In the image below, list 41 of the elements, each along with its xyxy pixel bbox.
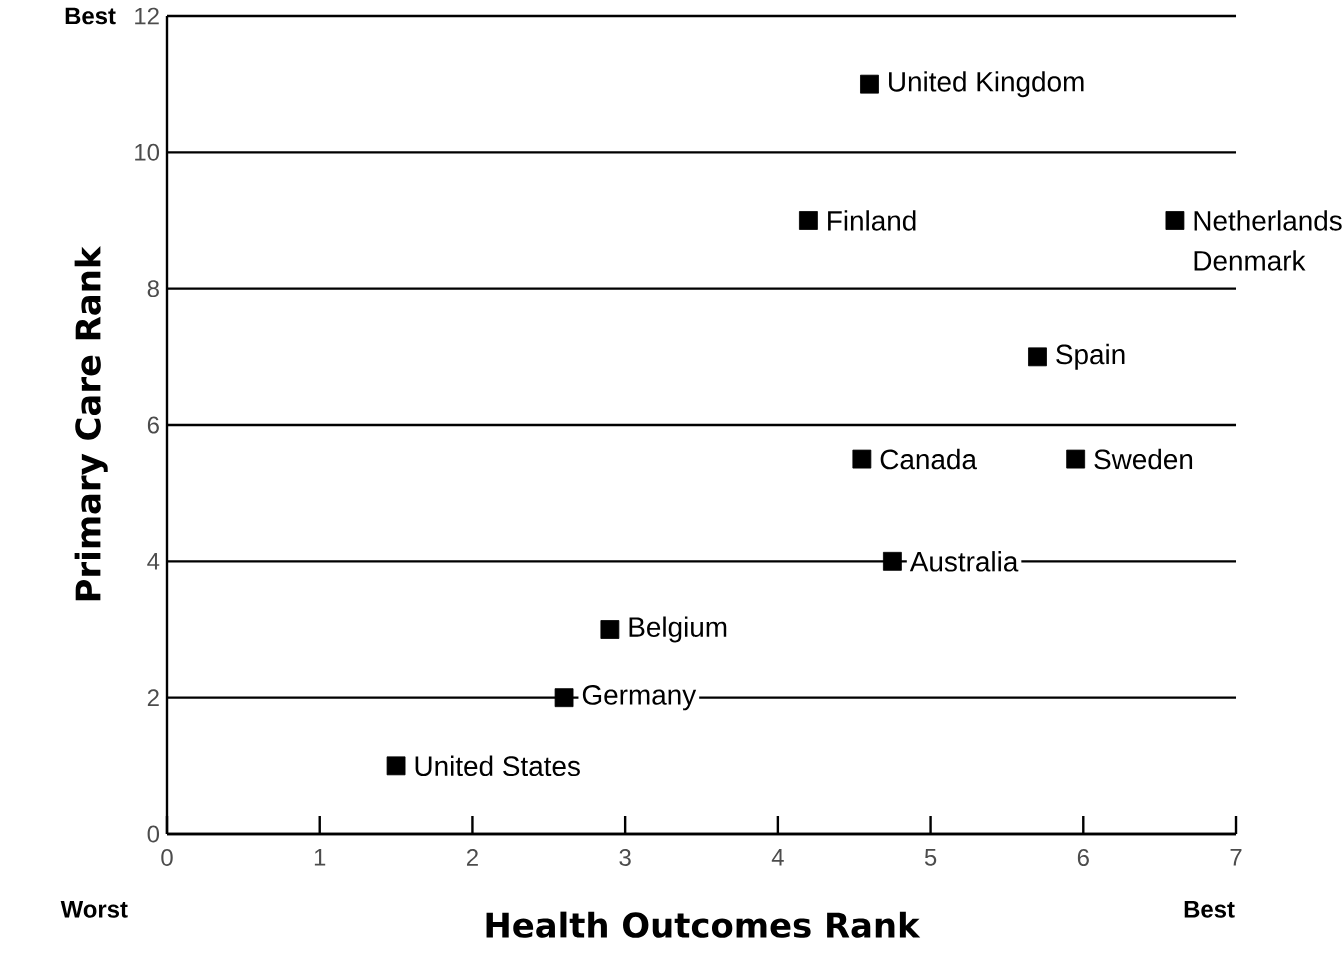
point bbox=[799, 211, 818, 230]
annotation: Australia bbox=[909, 551, 1019, 572]
point bbox=[1028, 347, 1047, 367]
x-tick-label: 7 bbox=[1230, 849, 1242, 866]
point bbox=[860, 74, 879, 94]
annotation: Belgium bbox=[629, 616, 727, 643]
annotation: United Kingdom bbox=[889, 71, 1084, 98]
x-tick-label: 2 bbox=[466, 849, 478, 866]
point bbox=[1165, 211, 1185, 230]
annotation: Spain bbox=[1056, 343, 1125, 370]
y-tick-label: 10 bbox=[135, 143, 160, 161]
x-tick-label: 6 bbox=[1077, 849, 1089, 866]
point bbox=[600, 620, 620, 639]
point bbox=[1066, 449, 1086, 469]
annotation: Canada bbox=[880, 448, 977, 470]
annotation: United States bbox=[415, 755, 580, 777]
annotation: Netherlands bbox=[1194, 210, 1342, 231]
text: Best bbox=[65, 7, 116, 25]
text: Best bbox=[1184, 901, 1235, 918]
annotation: Finland bbox=[828, 210, 916, 231]
annotation: Denmark bbox=[1194, 250, 1306, 271]
x-tick-label: 5 bbox=[924, 849, 937, 866]
point bbox=[554, 688, 574, 708]
x-tick-label: 3 bbox=[619, 849, 631, 866]
x-tick-label: 1 bbox=[314, 849, 326, 866]
x-tick-label: 4 bbox=[771, 849, 784, 866]
x-tick-label: 0 bbox=[161, 849, 173, 866]
text: Worst bbox=[60, 901, 128, 918]
y-tick-label: 6 bbox=[147, 416, 159, 434]
y-tick-label: 0 bbox=[147, 825, 160, 843]
y-tick-label: 12 bbox=[135, 7, 159, 25]
y-tick-label: 4 bbox=[147, 553, 160, 570]
y-tick-label: 8 bbox=[147, 280, 159, 298]
annotation: Germany bbox=[582, 685, 697, 711]
point bbox=[386, 756, 406, 776]
y-tick-label: 2 bbox=[147, 689, 159, 707]
point bbox=[852, 449, 872, 469]
y-axis-title: Primary Care Rank bbox=[74, 246, 108, 601]
point bbox=[883, 551, 902, 571]
x-axis-title: Health Outcomes Rank bbox=[486, 911, 921, 938]
annotation: Sweden bbox=[1094, 448, 1193, 470]
